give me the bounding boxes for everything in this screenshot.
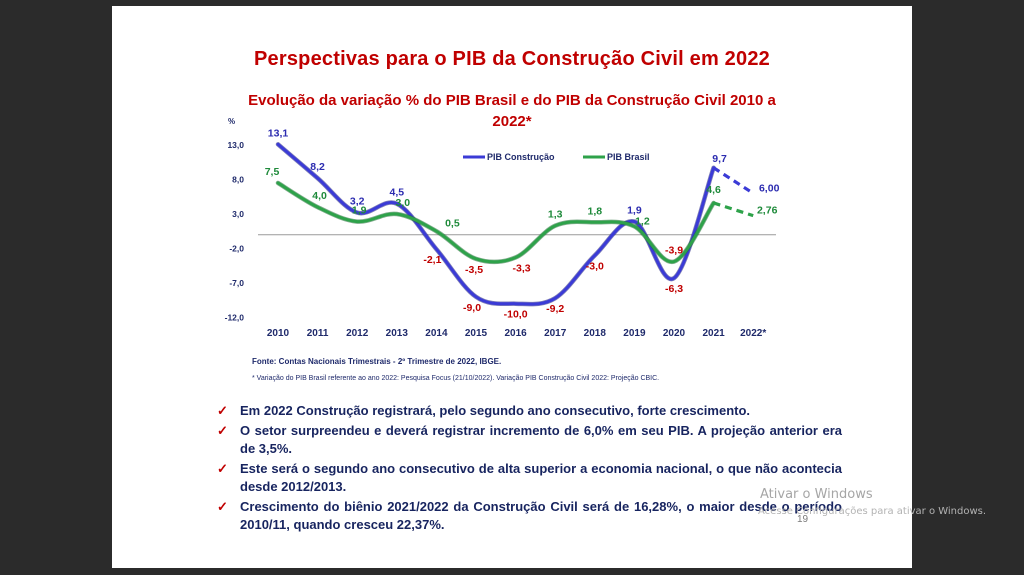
bullet-text: Este será o segundo ano consecutivo de a… — [240, 461, 842, 494]
y-tick-label: 8,0 — [232, 175, 244, 185]
x-tick-label: 2019 — [623, 328, 646, 339]
activation-watermark-text: Acesse Configurações para ativar o Windo… — [758, 506, 987, 517]
y-axis-label: % — [228, 117, 235, 126]
brasil-data-label: -3,5 — [465, 264, 483, 276]
x-tick-label: 2015 — [465, 328, 488, 339]
bullet-item: ✓ O setor surpreendeu e deverá registrar … — [214, 422, 842, 458]
brasil-data-label: 1,8 — [587, 205, 602, 217]
construcao-projection-line — [712, 166, 755, 195]
x-tick-label: 2020 — [663, 328, 686, 339]
legend-label-brasil: PIB Brasil — [607, 152, 650, 162]
activation-watermark-title: Ativar o Windows — [760, 487, 873, 502]
x-tick-label: 2014 — [425, 328, 448, 339]
x-tick-label: 2010 — [267, 328, 290, 339]
brasil-data-label: 7,5 — [265, 166, 280, 178]
construcao-data-label: -9,0 — [463, 302, 481, 314]
construcao-series-line — [276, 142, 716, 306]
construcao-data-label: 3,2 — [350, 196, 365, 208]
brasil-data-label: 2,76 — [757, 205, 778, 217]
y-tick-label: 13,0 — [227, 140, 244, 150]
x-tick-label: 2011 — [307, 328, 329, 339]
slide: Perspectivas para o PIB da Construção Ci… — [112, 6, 912, 568]
brasil-series-line — [276, 181, 716, 264]
chart-source: Fonte: Contas Nacionais Trimestrais - 2º… — [252, 357, 502, 366]
bullet-item: ✓ Crescimento do biênio 2021/2022 da Cons… — [214, 498, 842, 534]
construcao-data-label: 13,1 — [268, 127, 289, 139]
check-icon: ✓ — [217, 461, 228, 476]
brasil-data-label: 1,3 — [548, 209, 563, 221]
brasil-data-label: 4,6 — [706, 184, 721, 196]
x-tick-label: 2021 — [702, 328, 725, 339]
page-number: 19 — [797, 514, 809, 525]
construcao-data-label: 9,7 — [712, 153, 727, 165]
y-tick-label: -2,0 — [229, 244, 244, 254]
slide-title: Perspectivas para o PIB da Construção Ci… — [254, 48, 770, 70]
y-tick-label: -7,0 — [229, 278, 244, 288]
bullet-item: ✓ Em 2022 Construção registrará, pelo seg… — [214, 402, 842, 420]
y-tick-label: -12,0 — [225, 313, 245, 323]
construcao-data-label: 8,2 — [310, 161, 325, 173]
bullet-list: ✓ Em 2022 Construção registrará, pelo seg… — [214, 402, 842, 536]
brasil-data-label: -3,9 — [665, 245, 683, 257]
x-tick-label: 2013 — [386, 328, 409, 339]
brasil-data-label: 4,0 — [312, 190, 327, 202]
construcao-data-label: -10,0 — [504, 309, 528, 321]
construcao-data-label: 1,9 — [627, 205, 642, 217]
check-icon: ✓ — [217, 403, 228, 418]
construcao-data-label: -6,3 — [665, 283, 683, 295]
construcao-data-label: -2,1 — [423, 254, 441, 266]
x-tick-label: 2018 — [584, 328, 607, 339]
y-tick-label: 3,0 — [232, 209, 244, 219]
brasil-projection-line — [713, 201, 754, 218]
brasil-data-label: 3,0 — [395, 197, 410, 209]
chart-note: * Variação do PIB Brasil referente ao an… — [252, 375, 660, 382]
x-tick-label: 2016 — [504, 328, 527, 339]
construcao-data-label: -9,2 — [546, 303, 564, 315]
construcao-data-label: 4,5 — [389, 187, 404, 199]
bullet-text: Em 2022 Construção registrará, pelo segu… — [240, 403, 751, 418]
brasil-data-label: 0,5 — [445, 217, 460, 229]
bullet-item: ✓ Este será o segundo ano consecutivo de … — [214, 460, 842, 496]
brasil-data-label: 1,2 — [635, 215, 650, 227]
x-tick-label: 2022* — [740, 328, 766, 339]
check-icon: ✓ — [217, 499, 228, 514]
bullet-text: Crescimento do biênio 2021/2022 da Const… — [240, 499, 842, 532]
x-tick-label: 2017 — [544, 328, 567, 339]
x-tick-label: 2012 — [346, 328, 369, 339]
bullet-text: O setor surpreendeu e deverá registrar i… — [240, 423, 842, 456]
construcao-data-label: 6,00 — [759, 182, 780, 194]
check-icon: ✓ — [217, 423, 228, 438]
brasil-data-label: 1,9 — [352, 205, 367, 217]
chart-title: Evolução da variação % do PIB Brasil e d… — [248, 92, 776, 130]
brasil-data-label: -3,3 — [513, 262, 531, 274]
construcao-data-label: -3,0 — [586, 260, 604, 272]
legend-label-construcao: PIB Construção — [487, 152, 555, 162]
